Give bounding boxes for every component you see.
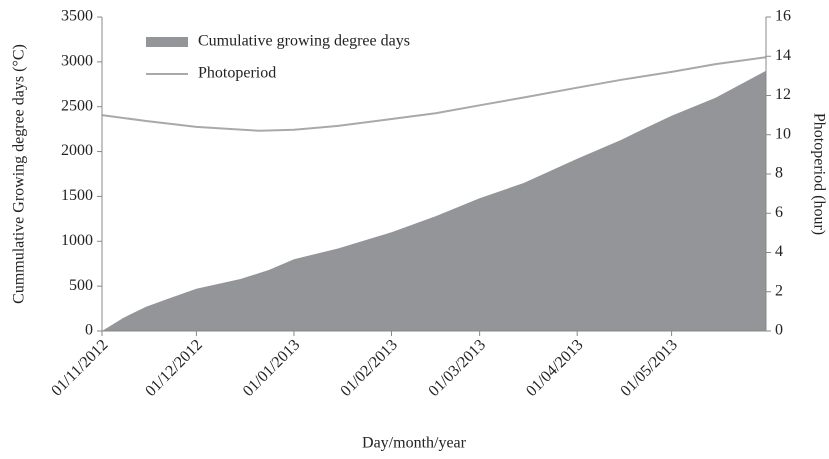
x-axis-label: Day/month/year xyxy=(362,435,467,452)
legend-swatch xyxy=(146,37,188,47)
y2-tick-label: 8 xyxy=(775,165,783,182)
y2-tick-label: 12 xyxy=(775,86,791,103)
y2-tick-label: 0 xyxy=(775,322,783,339)
x-tick-label: 01/03/2013 xyxy=(425,336,489,400)
y-tick-label: 1000 xyxy=(61,232,93,249)
y-tick-label: 2500 xyxy=(61,97,93,114)
y-tick-label: 0 xyxy=(85,322,93,339)
area xyxy=(102,70,766,332)
y-tick-label: 3000 xyxy=(61,53,93,70)
y-tick-label: 1500 xyxy=(61,187,93,204)
legend-label: Cumulative growing degree days xyxy=(198,33,410,50)
x-tick-label: 01/12/2012 xyxy=(142,336,206,400)
y2-tick-label: 2 xyxy=(775,282,783,299)
y-tick-label: 2000 xyxy=(61,142,93,159)
y2-tick-label: 6 xyxy=(775,204,783,221)
y2-axis-label: Photoperiod (hour) xyxy=(810,113,827,235)
y2-tick-label: 4 xyxy=(775,243,783,260)
x-tick-label: 01/11/2012 xyxy=(48,336,111,399)
legend-label: Photoperiod xyxy=(198,65,276,82)
line xyxy=(101,56,767,132)
y-axis-label: Cummulative Growing degree days (°C) xyxy=(11,44,28,304)
y-tick-label: 3500 xyxy=(61,8,93,25)
y-tick-label: 500 xyxy=(69,277,93,294)
y2-tick-label: 10 xyxy=(775,125,791,142)
x-tick-label: 01/01/2013 xyxy=(240,336,304,400)
x-tick-label: 01/02/2013 xyxy=(337,336,401,400)
y2-tick-label: 16 xyxy=(775,8,791,25)
x-tick-label: 01/04/2013 xyxy=(523,336,587,400)
x-tick-label: 01/05/2013 xyxy=(617,336,681,400)
y2-tick-label: 14 xyxy=(775,47,791,64)
